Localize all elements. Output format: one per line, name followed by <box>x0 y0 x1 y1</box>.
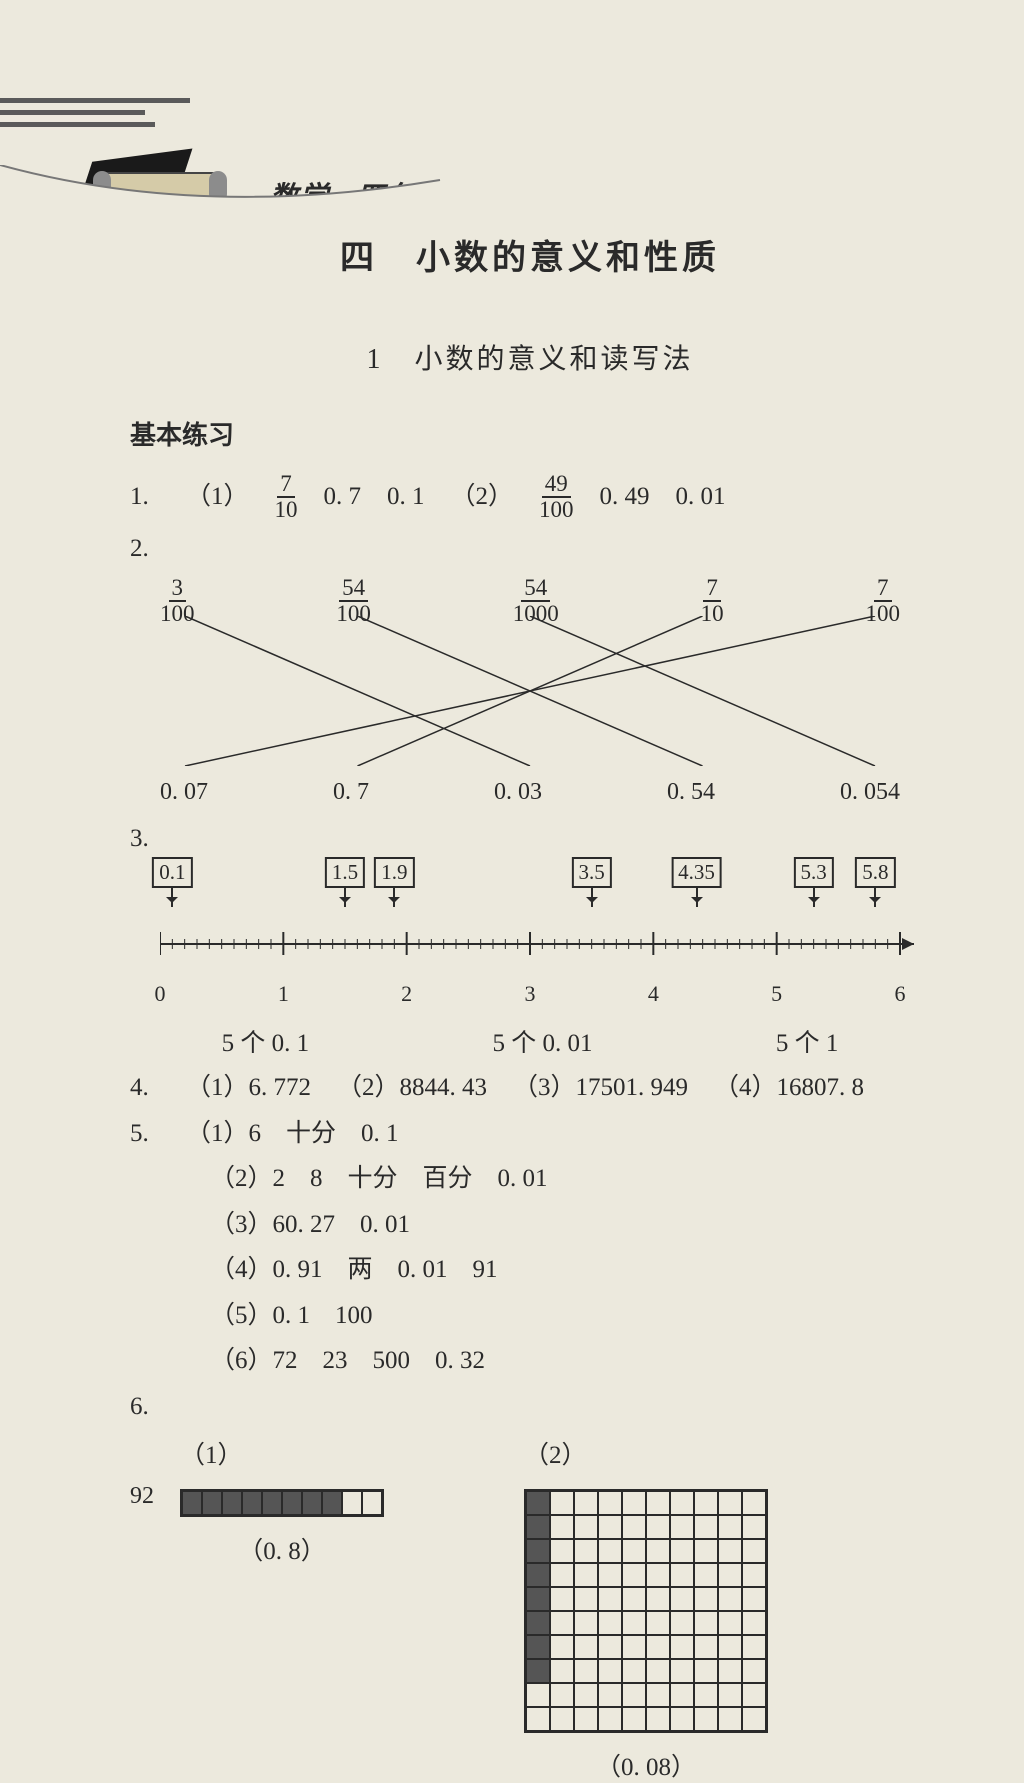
q3-box: 5.3 <box>794 857 834 888</box>
q4: 4.（1）6. 772（2）8844. 43（3）17501. 949（4）16… <box>130 1069 930 1107</box>
q3-below: 5 个 0. 15 个 0. 015 个 1 <box>130 1023 930 1059</box>
q3-box: 5.8 <box>855 857 895 888</box>
subhead: 基本练习 <box>130 415 930 452</box>
q5: 5.（1）6 十分 0. 1（2）2 8 十分 百分 0. 01（3）60. 2… <box>130 1115 930 1380</box>
q3-label: 3. <box>130 820 930 858</box>
q6-part-1: （1） （0. 8） <box>180 1435 384 1783</box>
q6-part-2: （2） （0. 08） <box>524 1435 768 1783</box>
q2-matching: 31005410054100071071000. 070. 70. 030. 5… <box>130 576 930 806</box>
q3-box: 0.1 <box>152 857 192 888</box>
q2-num: 2. <box>130 530 160 568</box>
q3-box: 1.9 <box>374 857 414 888</box>
q2-label: 2. <box>130 530 930 568</box>
q2-bottom-val: 0. 7 <box>333 779 369 806</box>
chapter-title: 四 小数的意义和性质 <box>130 230 930 279</box>
q2-bottom-val: 0. 054 <box>840 779 900 806</box>
q2-bottom-val: 0. 54 <box>667 779 715 806</box>
q3-numberline: 01234560.11.51.93.54.355.35.8 <box>130 857 930 1007</box>
q3-box: 1.5 <box>325 857 365 888</box>
q6-grids: （1） （0. 8） （2） （0. 08） <box>180 1435 930 1783</box>
header-curve <box>0 165 1024 225</box>
q3-box: 4.35 <box>671 857 722 888</box>
q2-bottom-val: 0. 03 <box>494 779 542 806</box>
page-content: 四 小数的意义和性质 1 小数的意义和读写法 基本练习 1.（1）7100. 7… <box>130 230 930 1783</box>
q2-bottom-val: 0. 07 <box>160 779 208 806</box>
page-number: 92 <box>130 1483 154 1510</box>
q3-num: 3. <box>130 820 160 858</box>
q6-num: 6. <box>130 1388 160 1426</box>
q6-label: 6. <box>130 1388 930 1426</box>
q3-box: 3.5 <box>572 857 612 888</box>
section-title: 1 小数的意义和读写法 <box>130 337 930 377</box>
q1: 1.（1）7100. 70. 1（2）491000. 490. 01 <box>130 472 930 522</box>
